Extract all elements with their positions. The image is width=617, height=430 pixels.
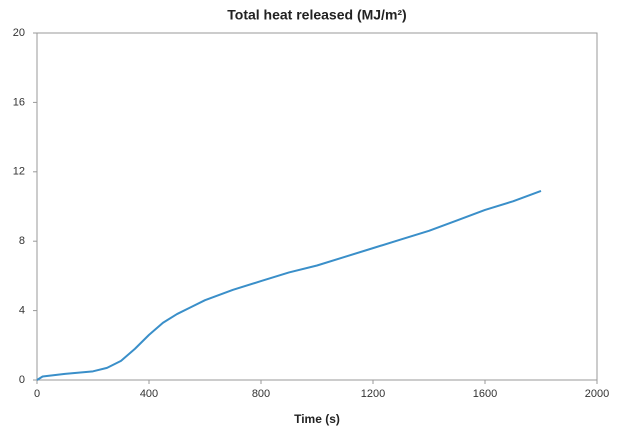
y-tick-label: 16 (13, 96, 25, 108)
x-tick-label: 1600 (473, 388, 497, 400)
x-tick-label: 800 (252, 388, 270, 400)
y-tick-label: 4 (19, 305, 25, 317)
y-tick-label: 12 (13, 166, 25, 178)
x-tick-label: 1200 (361, 388, 385, 400)
line (36, 189, 542, 381)
plot-frame (36, 32, 598, 381)
y-tick-label: 8 (19, 235, 25, 247)
x-tick-label: 400 (140, 388, 158, 400)
x-tick-label: 2000 (585, 388, 609, 400)
x-axis-label: Time (s) (294, 412, 340, 426)
y-tick-label: 0 (19, 374, 25, 386)
x-tick-label: 0 (34, 388, 40, 400)
y-tick-label: 20 (13, 27, 25, 39)
chart-title: Total heat released (MJ/m²) (227, 7, 406, 23)
